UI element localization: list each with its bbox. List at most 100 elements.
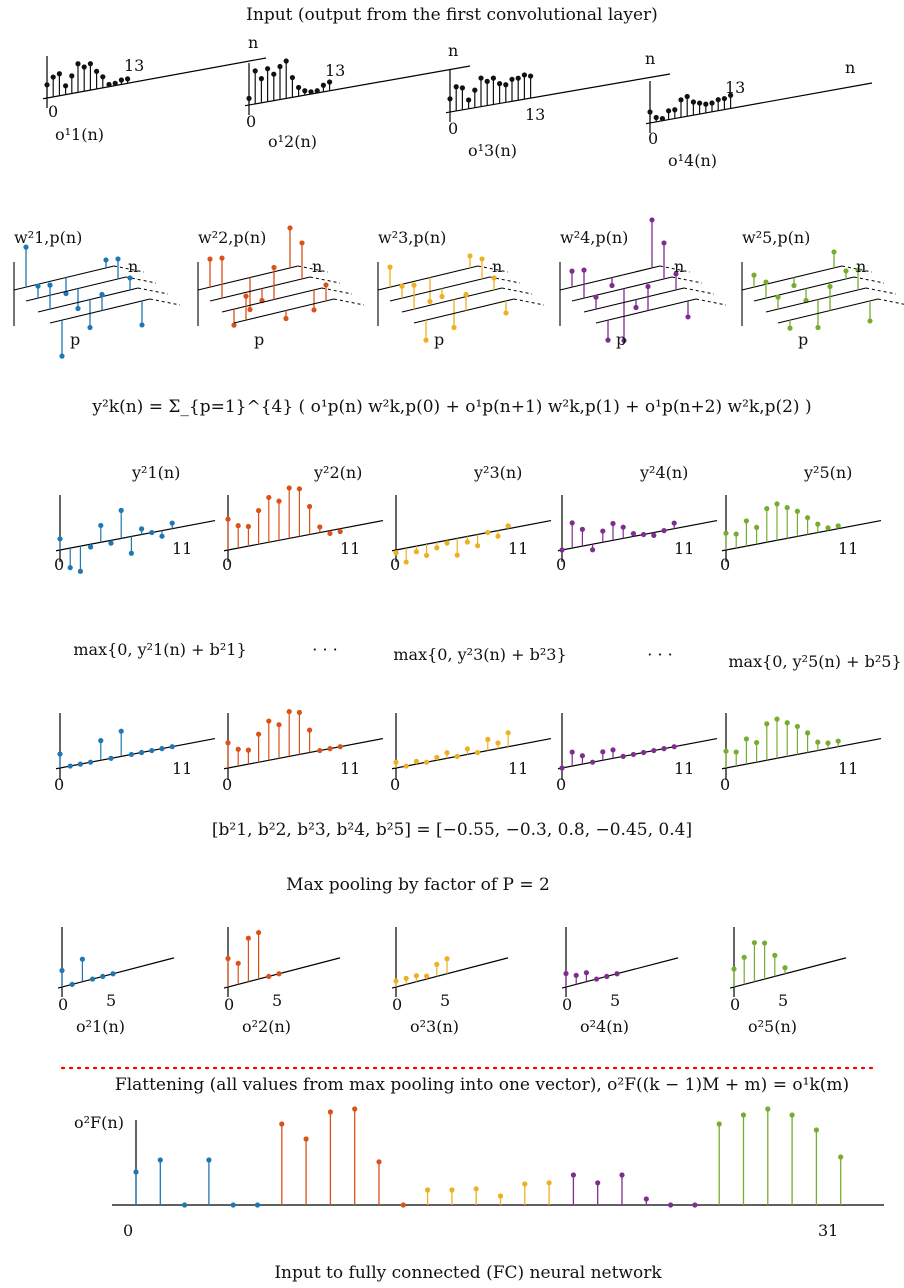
- kernel-point: [47, 282, 53, 288]
- relu-panel-2: 0 11: [222, 708, 384, 794]
- relu-1-point: [139, 749, 145, 756]
- flat-point: [595, 1180, 601, 1186]
- kernel-point: [231, 322, 237, 328]
- pool-3-point: [444, 956, 450, 962]
- flat-point: [425, 1187, 431, 1193]
- kernel-point: [491, 275, 497, 281]
- input-3-point: [466, 97, 472, 103]
- tick-zero: 0: [222, 555, 232, 574]
- input-1-point: [81, 64, 87, 70]
- tick-zero: 0: [246, 112, 256, 131]
- input-4-point: [653, 114, 659, 121]
- relu-2-point: [337, 744, 343, 750]
- flat-point: [279, 1121, 285, 1127]
- relu-3-point: [444, 750, 450, 756]
- tick-last: 31: [818, 1221, 838, 1240]
- pool-3-axis: [391, 957, 509, 989]
- input-4-point: [684, 93, 690, 100]
- kernel-frame-dash: [853, 276, 885, 284]
- conv-1-point: [77, 568, 83, 574]
- input-3-point: [447, 96, 453, 102]
- conv-5-point: [835, 523, 841, 529]
- kernel-point: [323, 282, 329, 288]
- pool-3-point: [413, 973, 419, 979]
- conv-2-axis: [223, 519, 384, 552]
- conv-3-point: [413, 549, 419, 555]
- kernel-frame-dash: [865, 287, 897, 295]
- kernel-point: [423, 337, 429, 343]
- kernel-frame-line: [559, 265, 661, 291]
- conv-5-point: [754, 524, 760, 530]
- relu-3-point: [475, 749, 481, 756]
- input-4-point: [721, 95, 728, 102]
- axis-n-label: n: [492, 257, 502, 276]
- relu-3-point: [393, 759, 399, 766]
- kernel-panel-4: w²4,p(n) n p: [559, 217, 727, 349]
- kernel-point: [139, 322, 145, 328]
- kernel-frame-dash: [309, 276, 341, 284]
- pool-5-axis: [729, 957, 847, 989]
- kernel-point: [569, 268, 575, 274]
- kernel-frame-dash: [149, 298, 181, 306]
- title-fc: Input to fully connected (FC) neural net…: [274, 1263, 662, 1283]
- tick-last: 11: [508, 759, 528, 778]
- axis-p-label: p: [434, 330, 444, 349]
- tick-zero: 0: [390, 555, 400, 574]
- flattened-signal: o²F(n) 0 31: [74, 1106, 884, 1240]
- relu-2-point: [276, 722, 282, 728]
- conv-1-point: [108, 540, 114, 546]
- input-2-point: [314, 88, 320, 94]
- kernel-point: [815, 324, 821, 331]
- flat-point: [838, 1154, 844, 1160]
- kernel-point: [479, 256, 485, 262]
- kernel-frame-line: [25, 276, 127, 302]
- kernel-point: [23, 244, 29, 250]
- input-panel-3: 0 13 n o¹3(n): [445, 49, 671, 160]
- conv-5-point: [825, 525, 831, 531]
- kernel-point: [115, 256, 121, 262]
- kernel-frame-line: [753, 276, 855, 302]
- pool-2-point: [266, 973, 272, 979]
- pool-panel-3: 0 5 o²3(n): [391, 927, 509, 1036]
- input-1-point: [56, 71, 63, 77]
- tick-zero: 0: [392, 995, 402, 1014]
- input-1-point: [125, 76, 131, 82]
- conv-5-axis: [721, 519, 882, 552]
- kernel-frame-dash: [477, 265, 509, 273]
- conv-1-point: [118, 507, 124, 513]
- pool-5-point: [782, 965, 788, 971]
- kernel-frame-line: [233, 298, 335, 324]
- conv-label: y²2(n): [313, 463, 362, 482]
- tick-zero: 0: [58, 995, 68, 1014]
- pool-1-point: [90, 976, 96, 982]
- kernel-point: [787, 325, 793, 331]
- input-3-point: [453, 84, 459, 90]
- tick-zero: 0: [556, 775, 566, 794]
- kernel-frame-line: [221, 287, 323, 313]
- ellipsis-1: · · ·: [312, 640, 337, 659]
- conv-4-point: [651, 532, 657, 538]
- input-1-point: [69, 73, 75, 79]
- kernel-point: [581, 267, 587, 273]
- kernel-panel-1: w²1,p(n) n p: [13, 228, 181, 359]
- kernel-frame-line: [777, 298, 879, 324]
- relu-3-point: [424, 759, 430, 765]
- kernel-frame-dash: [841, 265, 873, 273]
- kernel-point: [605, 337, 611, 343]
- input-3-point: [497, 81, 503, 87]
- tick-mid: 5: [440, 991, 450, 1010]
- input-4-point: [672, 107, 678, 113]
- conv-panel-1: 0 11 y²1(n): [54, 463, 216, 574]
- input-4-axis: [645, 82, 873, 125]
- pool-5-point: [762, 940, 768, 946]
- relu-1-point: [128, 751, 134, 758]
- kernel-frame-line: [583, 287, 685, 313]
- flat-point: [668, 1202, 674, 1208]
- input-2-point: [296, 84, 302, 91]
- tick-zero: 0: [54, 555, 64, 574]
- axis-n-label: n: [845, 58, 855, 77]
- flat-point: [133, 1169, 139, 1175]
- conv-3-point: [393, 550, 399, 556]
- kernel-frame-line: [209, 276, 311, 302]
